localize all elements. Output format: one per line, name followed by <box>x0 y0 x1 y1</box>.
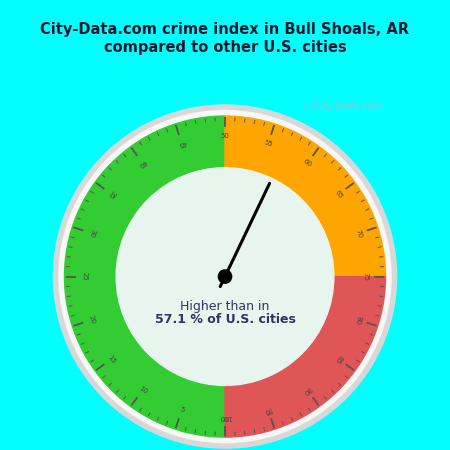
Wedge shape <box>225 116 386 277</box>
Text: 80: 80 <box>354 315 363 325</box>
Text: compared to other U.S. cities: compared to other U.S. cities <box>104 40 346 55</box>
Text: 30: 30 <box>87 228 96 238</box>
Text: ⓘ City-Data.com: ⓘ City-Data.com <box>304 102 382 112</box>
Text: 40: 40 <box>137 158 148 168</box>
Circle shape <box>218 270 232 283</box>
Text: Higher than in: Higher than in <box>180 300 270 313</box>
Text: 100: 100 <box>218 414 232 420</box>
Text: City-Data.com crime index in Bull Shoals, AR: City-Data.com crime index in Bull Shoals… <box>40 22 410 37</box>
Text: 0: 0 <box>223 414 227 420</box>
Text: 85: 85 <box>333 354 343 364</box>
Text: 75: 75 <box>362 272 368 281</box>
Text: 95: 95 <box>263 406 274 414</box>
Text: 57.1 % of U.S. cities: 57.1 % of U.S. cities <box>154 312 296 325</box>
Text: 10: 10 <box>137 385 148 395</box>
Text: 60: 60 <box>302 158 313 168</box>
Text: 35: 35 <box>107 189 117 199</box>
Circle shape <box>116 168 334 385</box>
Text: 25: 25 <box>82 272 88 281</box>
Text: 55: 55 <box>263 139 274 148</box>
Circle shape <box>59 111 391 443</box>
Text: 15: 15 <box>107 354 117 364</box>
Text: 20: 20 <box>87 315 96 325</box>
Circle shape <box>60 111 390 442</box>
Circle shape <box>54 105 396 448</box>
Text: 70: 70 <box>354 228 363 238</box>
Text: 5: 5 <box>179 406 184 414</box>
Text: 45: 45 <box>176 139 187 148</box>
Text: 50: 50 <box>220 133 230 140</box>
Wedge shape <box>64 116 225 437</box>
Text: 65: 65 <box>333 189 343 199</box>
Text: 90: 90 <box>302 385 313 395</box>
Wedge shape <box>225 277 386 437</box>
